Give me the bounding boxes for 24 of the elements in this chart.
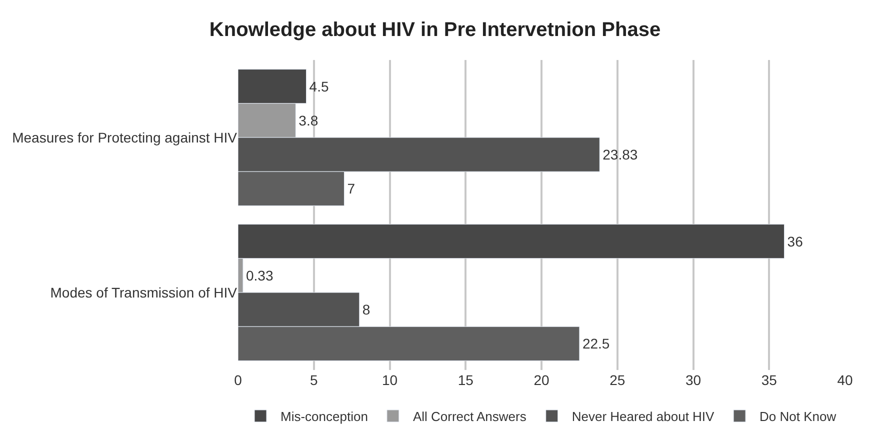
legend-label: Mis-conception bbox=[280, 409, 368, 424]
legend-label: All Correct Answers bbox=[412, 409, 527, 424]
data-label: 23.83 bbox=[602, 146, 638, 163]
chart-title: Knowledge about HIV in Pre Intervetnion Phase bbox=[209, 19, 661, 42]
y-tick-label: Measures for Protecting against HIV bbox=[12, 129, 238, 146]
x-tick-label: 40 bbox=[837, 372, 853, 388]
data-label: 4.5 bbox=[309, 78, 329, 94]
x-tick-label: 30 bbox=[685, 372, 702, 388]
data-label: 3.8 bbox=[298, 112, 318, 128]
data-label: 0.33 bbox=[246, 267, 274, 284]
data-label: 8 bbox=[362, 302, 370, 318]
x-tick-label: 5 bbox=[310, 372, 318, 388]
x-tick-label: 10 bbox=[382, 372, 398, 388]
data-label: 7 bbox=[347, 180, 356, 197]
x-tick-label: 25 bbox=[610, 372, 626, 388]
x-tick-label: 0 bbox=[234, 372, 242, 388]
data-label: 22.5 bbox=[582, 336, 610, 352]
x-tick-label: 15 bbox=[458, 372, 474, 388]
legend-label: Do Not Know bbox=[760, 409, 837, 424]
legend-label: Never Heared about HIV bbox=[572, 409, 715, 424]
x-tick-label: 35 bbox=[761, 372, 778, 388]
y-tick-label: Modes of Transmission of HIV bbox=[50, 284, 238, 300]
data-label: 36 bbox=[787, 233, 804, 250]
x-tick-label: 20 bbox=[534, 372, 550, 388]
